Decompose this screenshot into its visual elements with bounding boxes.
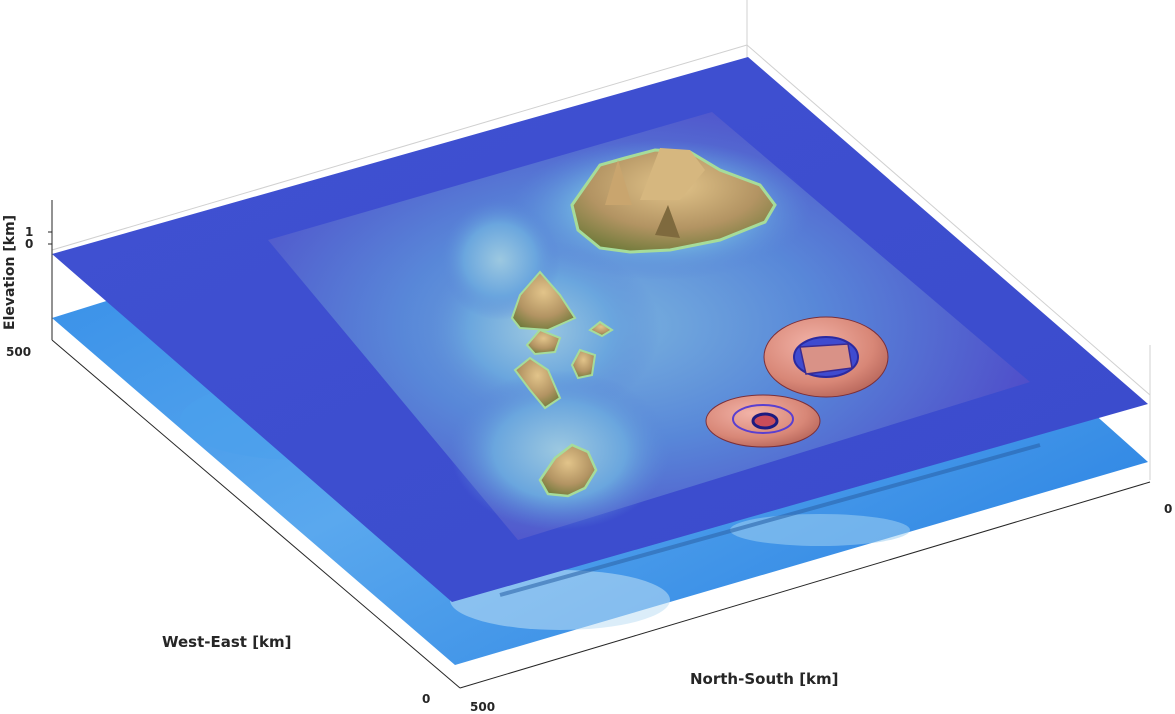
we-tick-500: 500	[6, 345, 31, 359]
source-ring-lower	[705, 394, 821, 448]
island-large	[570, 148, 777, 254]
source-ring-upper	[763, 316, 889, 398]
y-axis-label: North-South [km]	[690, 670, 839, 688]
island-medium	[510, 270, 577, 332]
z-axis-label: Elevation [km]	[2, 215, 18, 330]
island-small-group	[513, 320, 614, 410]
z-tick-1: 1	[25, 225, 33, 239]
x-axis-label: West-East [km]	[162, 633, 292, 651]
island-south	[538, 443, 598, 498]
z-tick-0: 0	[25, 237, 33, 251]
we-tick-0: 0	[422, 692, 430, 706]
ns-tick-0: 0	[1164, 502, 1172, 516]
ns-tick-500: 500	[470, 700, 495, 714]
axis-lines	[48, 200, 1151, 689]
